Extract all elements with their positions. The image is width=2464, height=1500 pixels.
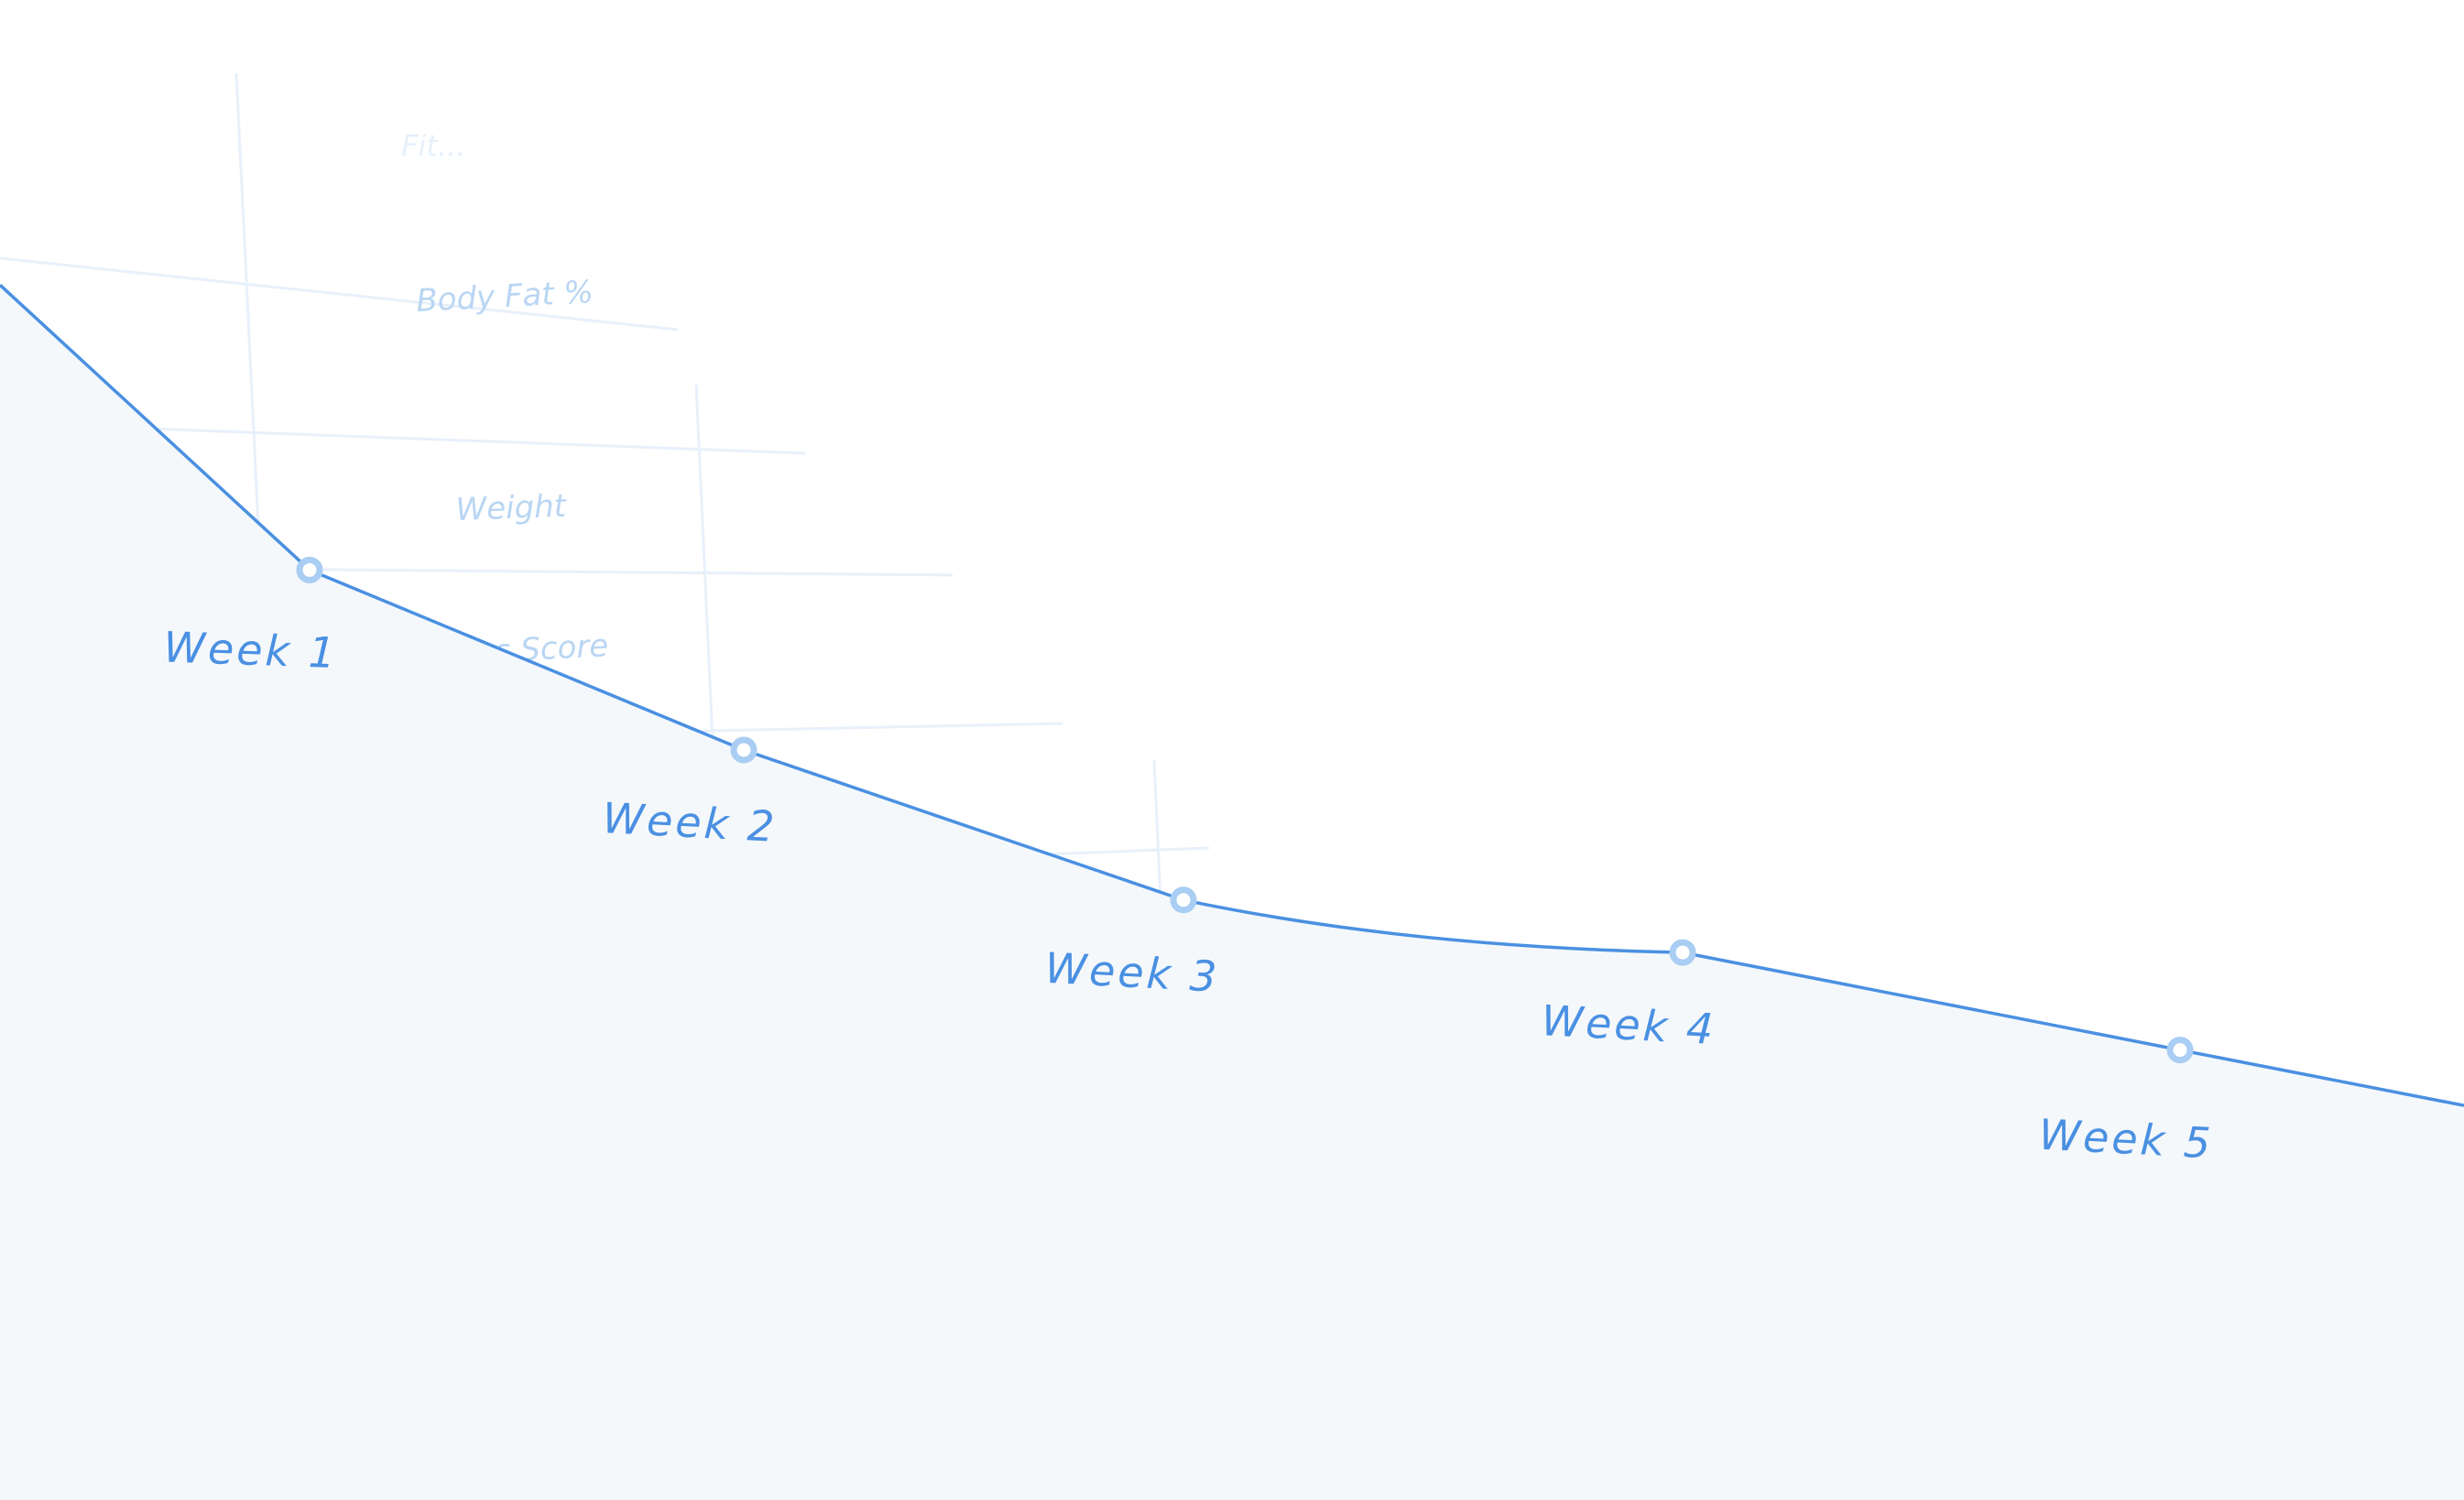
series-line <box>0 283 2464 1107</box>
data-point <box>730 736 758 764</box>
data-point <box>2166 1037 2194 1064</box>
data-point <box>1170 886 1197 914</box>
background-label: Weight <box>455 488 568 528</box>
category-label: Week 4 <box>1540 995 1717 1054</box>
data-point-markers <box>296 556 2194 1064</box>
category-label: Week 2 <box>601 793 778 852</box>
category-label: Week 5 <box>2037 1110 2214 1168</box>
data-point <box>296 556 323 583</box>
area-fill <box>0 285 2464 1500</box>
background-label: Body Fat % <box>415 274 594 320</box>
category-label: Week 1 <box>163 622 339 678</box>
category-label: Week 3 <box>1043 943 1220 1002</box>
data-point <box>1669 939 1696 966</box>
category-labels: Week 1 Week 2 Week 3 Week 4 Week 5 <box>163 622 2215 1168</box>
background-label: Fit... <box>401 128 466 163</box>
grid-line <box>0 256 679 332</box>
